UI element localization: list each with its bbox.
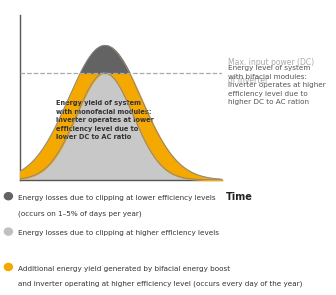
Text: Time: Time xyxy=(226,191,253,201)
Text: Energy losses due to clipping at higher efficiency levels: Energy losses due to clipping at higher … xyxy=(18,230,219,236)
Text: Additional energy yield generated by bifacial energy boost: Additional energy yield generated by bif… xyxy=(18,266,230,271)
Text: Max. input power (DC): Max. input power (DC) xyxy=(228,58,314,67)
Text: (occurs on 1–5% of days per year): (occurs on 1–5% of days per year) xyxy=(18,210,142,217)
Text: Energy level of system
with bifacial modules:
inverter operates at higher
effici: Energy level of system with bifacial mod… xyxy=(228,65,326,105)
Text: and inverter operating at higher efficiency level (occurs every day of the year): and inverter operating at higher efficie… xyxy=(18,281,303,287)
Text: of inverter: of inverter xyxy=(228,76,269,85)
Text: Energy losses due to clipping at lower efficiency levels: Energy losses due to clipping at lower e… xyxy=(18,195,216,201)
Text: Energy yield of system
with monofacial modules:
inverter operates at lower
effic: Energy yield of system with monofacial m… xyxy=(56,101,154,140)
